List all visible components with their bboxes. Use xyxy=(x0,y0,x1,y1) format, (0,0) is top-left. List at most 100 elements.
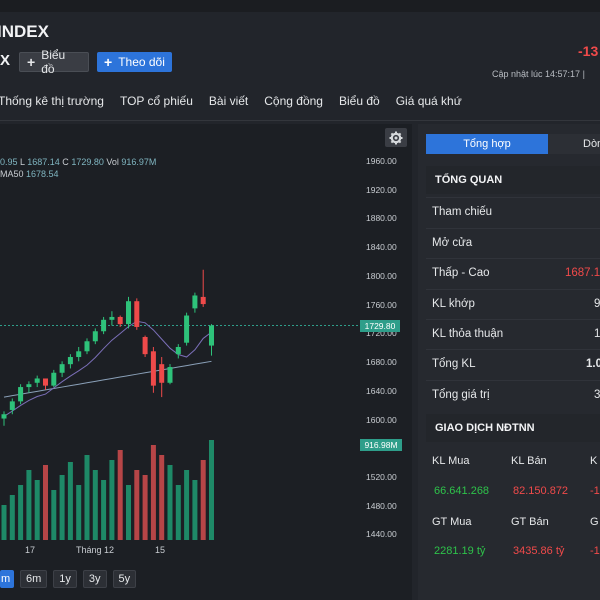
page-title: INDEX xyxy=(0,22,49,41)
range-5y[interactable]: 5y xyxy=(112,570,137,588)
volume-bar xyxy=(43,465,48,540)
candle-body xyxy=(18,387,24,402)
candle-body xyxy=(167,367,173,383)
y-tick: 1440.00 xyxy=(366,529,397,539)
volume-bar xyxy=(175,485,181,540)
row-value: 1687.1 xyxy=(565,267,600,279)
nav-top-stocks[interactable]: TOP cổ phiếu xyxy=(119,94,193,108)
ma50-value: 1678.54 xyxy=(26,169,59,179)
gt-buy-label: GT Mua xyxy=(432,516,472,528)
y-tick: 1760.00 xyxy=(366,300,397,310)
ma-short-line xyxy=(3,320,212,417)
row-value: 9 xyxy=(594,298,600,310)
row-label: Thấp - Cao xyxy=(432,267,490,279)
plus-icon: + xyxy=(27,54,36,70)
candle-body xyxy=(109,316,115,320)
volume-bar xyxy=(150,445,156,540)
row-label: Mở cửa xyxy=(432,237,473,249)
gt-sell-label: GT Bán xyxy=(511,516,549,528)
y-tick: 1680.00 xyxy=(366,357,397,367)
price-chart[interactable] xyxy=(0,124,412,600)
ohlc-close: 1729.80 xyxy=(71,157,104,167)
tab-flow[interactable]: Dòng xyxy=(548,134,600,154)
ohlc-vol: 916.97M xyxy=(121,157,157,167)
updated-time: Cập nhật lúc 14:57:17 | xyxy=(492,69,585,79)
volume-bar xyxy=(67,462,73,540)
y-tick: 1640.00 xyxy=(366,386,397,396)
gt-sell-value: 3435.86 tỷ xyxy=(513,545,565,557)
candle-body xyxy=(134,301,140,327)
gt-net-label: G xyxy=(590,516,599,528)
x-tick: 17 xyxy=(25,545,36,555)
overview-heading: TỔNG QUAN xyxy=(426,166,600,194)
volume-bar xyxy=(59,475,65,540)
kl-net-value: -1 xyxy=(590,485,600,497)
candle-body xyxy=(59,364,65,373)
candle-body xyxy=(184,315,190,343)
y-tick: 1840.00 xyxy=(366,242,397,252)
candle-body xyxy=(209,325,214,346)
volume-bar xyxy=(159,455,165,540)
volume-bar xyxy=(167,465,173,540)
top-bar xyxy=(0,0,600,12)
last-price-tag: 1729.80 xyxy=(360,320,400,332)
chart-button-label: Biểu đồ xyxy=(41,48,66,76)
kl-buy-label: KL Mua xyxy=(432,455,470,467)
nav-community[interactable]: Cộng đồng xyxy=(264,94,323,108)
range-selector: m 6m 1y 3y 5y xyxy=(0,570,137,588)
summary-panel xyxy=(418,124,600,600)
range-1m[interactable]: m xyxy=(0,570,14,588)
index-change: -13 xyxy=(578,43,599,59)
range-6m[interactable]: 6m xyxy=(20,570,48,588)
volume-bar xyxy=(200,460,206,540)
overview-row: KL khớp 9 xyxy=(426,289,600,319)
candle-body xyxy=(26,384,32,388)
candle-body xyxy=(159,364,165,383)
candle-body xyxy=(76,351,82,358)
volume-bar xyxy=(101,480,107,540)
nav-articles[interactable]: Bài viết xyxy=(208,94,249,108)
ma50-line xyxy=(3,360,212,398)
nav-market-stats[interactable]: Thống kê thị trường xyxy=(0,94,104,108)
candle-body xyxy=(92,331,98,342)
chart-button[interactable]: + Biểu đồ xyxy=(19,48,89,76)
kl-buy-value: 66.641.268 xyxy=(434,485,490,497)
chart-settings-button[interactable] xyxy=(385,128,407,147)
overview-row: Thấp - Cao 1687.1 xyxy=(426,258,600,288)
candle-body xyxy=(150,351,156,386)
candle-body xyxy=(101,319,107,332)
nav-chart[interactable]: Biểu đồ xyxy=(338,94,380,108)
y-tick: 1800.00 xyxy=(366,271,397,281)
ohlc-low: 1687.14 xyxy=(27,157,60,167)
candle-body xyxy=(67,357,73,365)
ma50-label: MA50 xyxy=(0,169,24,179)
follow-button-label: Theo dõi xyxy=(118,55,165,69)
volume-bar xyxy=(26,470,32,540)
ma50-legend: MA50 1678.54 xyxy=(0,169,59,179)
row-value: 1 xyxy=(594,328,600,340)
volume-bar xyxy=(134,470,140,540)
candle-body xyxy=(43,378,48,386)
candle-body xyxy=(142,336,148,355)
last-volume-tag: 916.98M xyxy=(360,439,402,451)
plus-icon: + xyxy=(104,54,113,70)
ohlc-legend: 0.95 L 1687.14 C 1729.80 Vol 916.97M xyxy=(0,157,156,167)
volume-bar xyxy=(1,505,7,540)
y-tick: 1960.00 xyxy=(366,156,397,166)
nav-price-history[interactable]: Giá quá khứ xyxy=(395,94,462,108)
x-tick: 15 xyxy=(155,545,166,555)
candle-body xyxy=(1,414,7,419)
candle-body xyxy=(84,341,90,352)
volume-bar xyxy=(76,485,82,540)
overview-row: Mở cửa xyxy=(426,228,600,258)
ohlc-low-label: L xyxy=(20,157,25,167)
foreign-trade-heading: GIAO DỊCH NĐTNN xyxy=(426,414,600,442)
follow-button[interactable]: + Theo dõi xyxy=(97,52,172,72)
y-tick: 1880.00 xyxy=(366,213,397,223)
range-1y[interactable]: 1y xyxy=(53,570,77,588)
y-tick: 1720.00 xyxy=(366,328,397,338)
tab-summary[interactable]: Tổng hợp xyxy=(426,134,548,154)
candle-body xyxy=(9,401,15,410)
row-label: KL thỏa thuận xyxy=(432,328,504,340)
range-3y[interactable]: 3y xyxy=(82,570,107,588)
